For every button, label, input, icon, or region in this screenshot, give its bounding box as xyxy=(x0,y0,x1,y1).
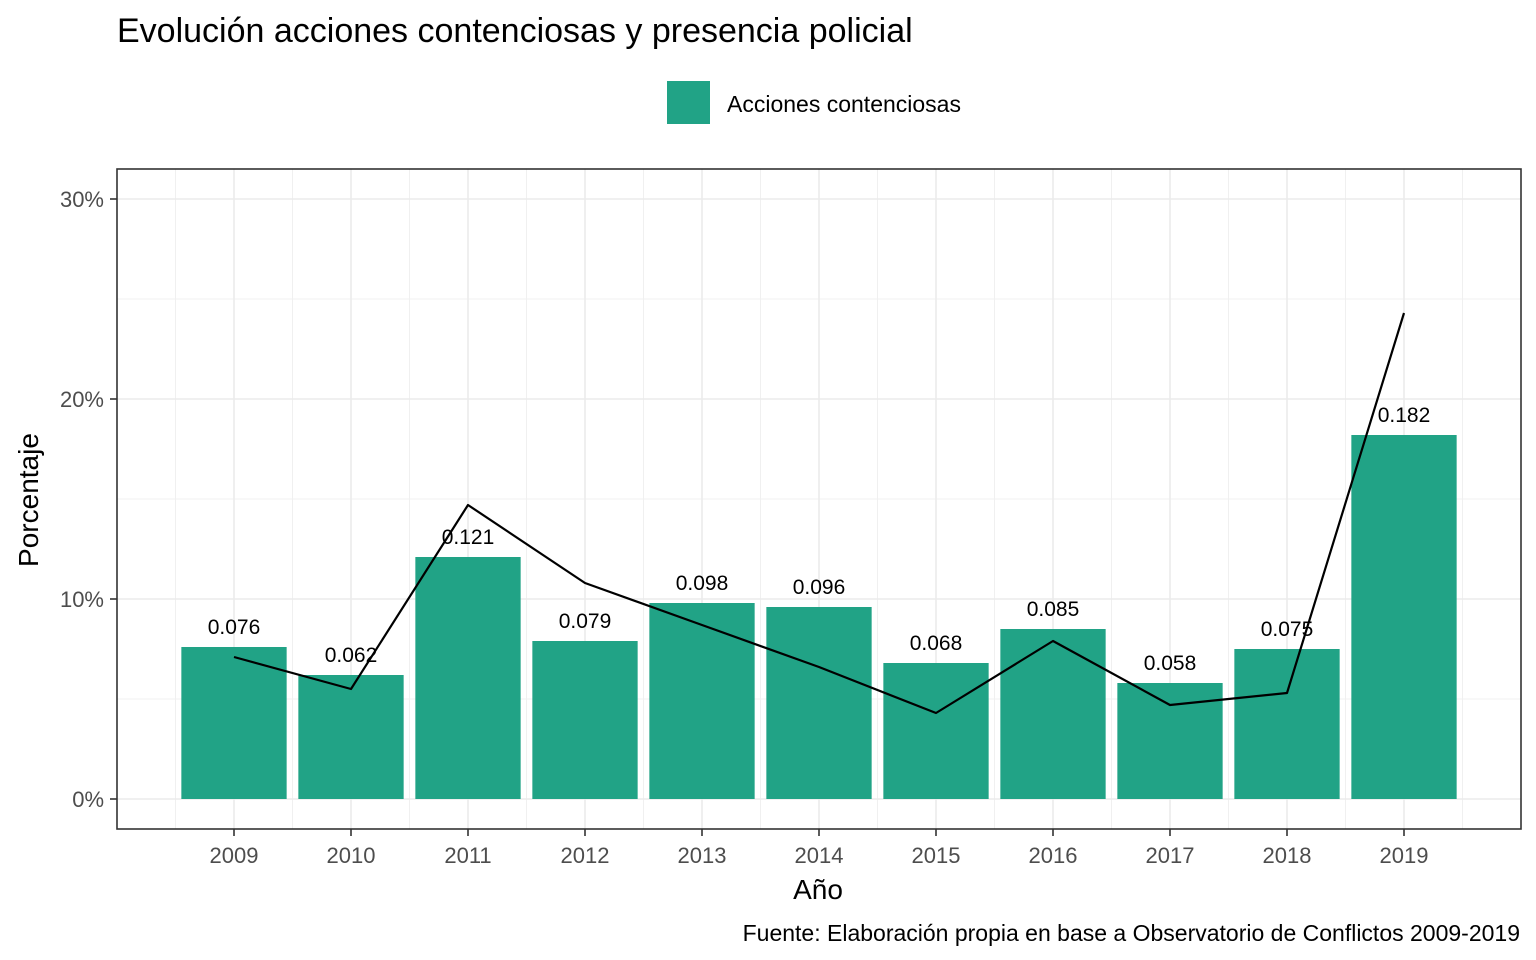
y-axis: 0% 10% 20% 30% xyxy=(60,187,117,812)
bar xyxy=(766,607,872,799)
line-series xyxy=(233,312,1406,715)
bar-value-label: 0.182 xyxy=(1378,404,1431,427)
x-tick-label: 2014 xyxy=(795,843,844,868)
bar xyxy=(883,663,989,799)
x-tick-label: 2018 xyxy=(1263,843,1312,868)
x-tick-label: 2019 xyxy=(1380,843,1429,868)
x-tick-label: 2010 xyxy=(327,843,376,868)
x-tick-label: 2016 xyxy=(1029,843,1078,868)
bar-value-label: 0.085 xyxy=(1027,598,1080,621)
bar-value-label: 0.075 xyxy=(1261,618,1314,641)
series-line xyxy=(233,312,1406,715)
bars xyxy=(181,435,1457,799)
x-axis-title: Año xyxy=(793,874,843,905)
legend-label: Acciones contenciosas xyxy=(727,91,961,117)
bar-labels: 0.076 0.062 0.121 0.079 0.098 0.096 0.068 0.085… xyxy=(208,404,1431,675)
legend: Acciones contenciosas xyxy=(667,81,961,124)
y-tick-label: 10% xyxy=(60,587,104,612)
bar xyxy=(532,641,638,799)
legend-swatch xyxy=(667,81,710,124)
x-axis: 2009 2010 2011 2012 2013 2014 2015 2016 2017 2018… xyxy=(210,829,1429,868)
y-tick-label: 30% xyxy=(60,187,104,212)
bar xyxy=(298,675,404,799)
bar xyxy=(415,557,521,799)
bar-value-label: 0.121 xyxy=(442,526,495,549)
y-axis-title: Porcentaje xyxy=(13,433,44,567)
x-tick-label: 2012 xyxy=(561,843,610,868)
x-tick-label: 2015 xyxy=(912,843,961,868)
bar-value-label: 0.076 xyxy=(208,616,261,639)
x-tick-label: 2017 xyxy=(1146,843,1195,868)
bar xyxy=(181,647,287,799)
bar xyxy=(1234,649,1340,799)
plot-panel: 0.076 0.062 0.121 0.079 0.098 0.096 0.068 0.085… xyxy=(116,168,1522,830)
chart-title: Evolución acciones contenciosas y presen… xyxy=(117,12,913,50)
y-tick-label: 0% xyxy=(72,787,104,812)
x-tick-label: 2013 xyxy=(678,843,727,868)
x-tick-label: 2011 xyxy=(444,843,491,868)
chart-caption: Fuente: Elaboración propia en base a Obs… xyxy=(743,920,1520,946)
bar-value-label: 0.058 xyxy=(1144,652,1197,675)
x-tick-label: 2009 xyxy=(210,843,259,868)
bar xyxy=(1351,435,1457,799)
bar xyxy=(1000,629,1106,799)
bar-value-label: 0.079 xyxy=(559,610,612,633)
bar xyxy=(649,603,755,799)
bar-value-label: 0.096 xyxy=(793,576,846,599)
y-tick-label: 20% xyxy=(60,387,104,412)
bar-value-label: 0.062 xyxy=(325,644,378,667)
bar-value-label: 0.098 xyxy=(676,572,729,595)
bar-value-label: 0.068 xyxy=(910,632,963,655)
